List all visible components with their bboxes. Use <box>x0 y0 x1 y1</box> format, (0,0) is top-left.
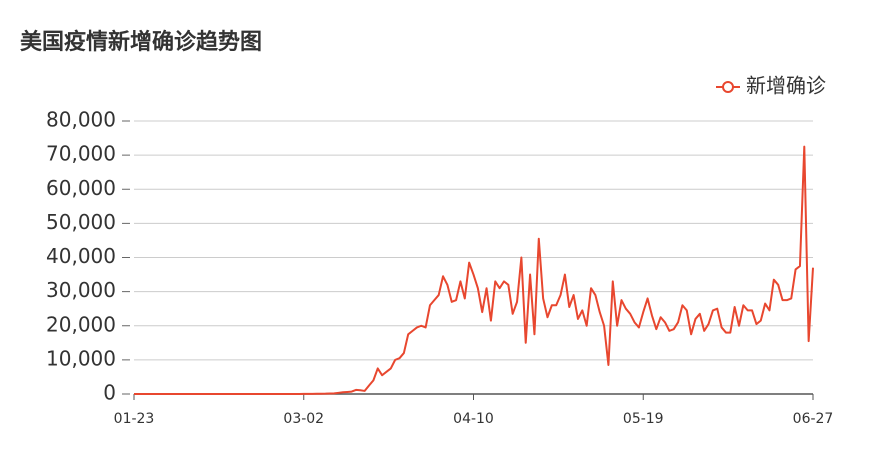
y-tick-label: 80,000 <box>46 108 116 132</box>
y-tick-label: 60,000 <box>46 176 116 200</box>
chart-title: 美国疫情新增确诊趋势图 <box>20 29 262 55</box>
x-tick-label: 04-10 <box>453 411 494 427</box>
y-tick-label: 20,000 <box>46 312 116 336</box>
y-tick-label: 70,000 <box>46 142 116 166</box>
legend-label: 新增确诊 <box>746 74 826 98</box>
y-tick-label: 0 <box>103 381 116 405</box>
x-tick-label: 05-19 <box>623 411 664 427</box>
y-tick-label: 50,000 <box>46 210 116 234</box>
x-tick-label: 03-02 <box>283 411 324 427</box>
legend-marker <box>722 81 734 93</box>
x-tick-label: 06-27 <box>793 411 834 427</box>
y-tick-label: 40,000 <box>46 244 116 268</box>
x-tick-label: 01-23 <box>114 411 155 427</box>
y-tick-label: 10,000 <box>46 346 116 370</box>
line-series <box>134 145 814 395</box>
y-tick-label: 30,000 <box>46 278 116 302</box>
